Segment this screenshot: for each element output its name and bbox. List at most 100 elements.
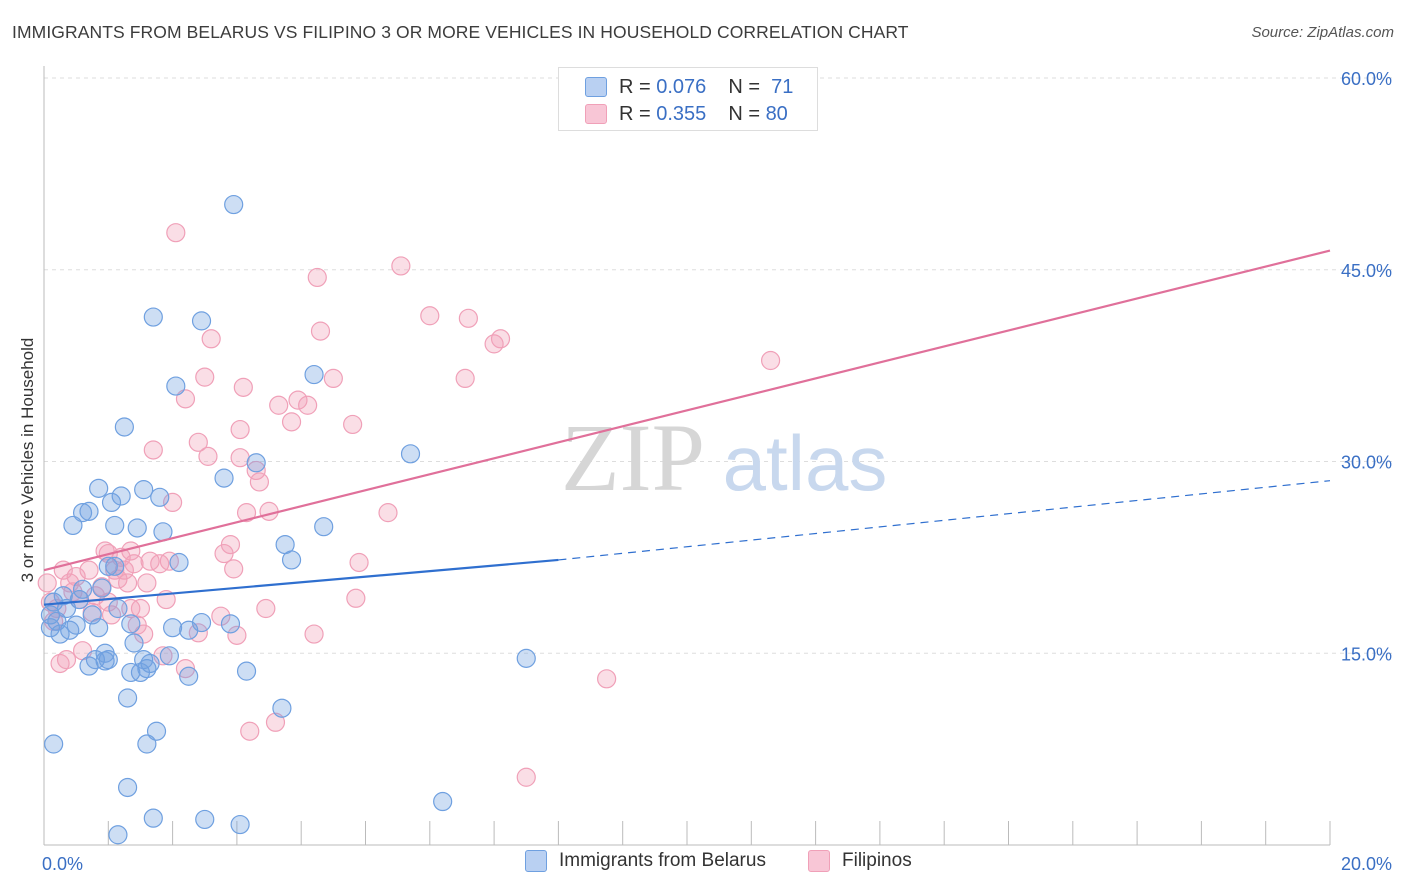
filipinos-point	[137, 573, 157, 593]
legend-swatch-filipinos	[585, 104, 607, 124]
filipinos-point	[343, 414, 363, 435]
x-tick-label: 0.0%	[42, 854, 83, 874]
filipinos-point	[391, 256, 411, 276]
series-swatch-filipinos	[808, 850, 830, 872]
legend-r-label: R =	[619, 75, 651, 98]
filipinos-point	[249, 472, 270, 492]
belarus-point	[60, 620, 80, 640]
watermark-atlas: atlas	[723, 419, 888, 507]
filipinos-point	[201, 329, 221, 349]
filipinos-point	[298, 395, 318, 415]
belarus-point	[214, 468, 234, 488]
filipinos-trend-line	[43, 249, 1331, 572]
belarus-point	[108, 825, 128, 845]
belarus-point	[137, 658, 157, 679]
belarus-point	[72, 579, 93, 599]
belarus-points	[40, 194, 536, 845]
trend-lines	[43, 249, 1331, 606]
filipinos-point	[188, 432, 208, 452]
filipinos-point	[114, 560, 134, 580]
belarus-trend-line-extension	[558, 480, 1331, 561]
belarus-point	[79, 501, 99, 521]
filipinos-point	[79, 560, 99, 580]
filipinos-point	[233, 377, 253, 397]
belarus-point	[220, 614, 241, 634]
y-tick-label: 30.0%	[1341, 453, 1392, 473]
belarus-point	[224, 194, 244, 215]
belarus-point	[117, 777, 138, 798]
legend-r-belarus: 0.076	[656, 75, 707, 98]
legend-n-belarus: 71	[771, 75, 794, 98]
filipinos-point	[516, 767, 536, 787]
filipinos-point	[198, 446, 218, 466]
filipinos-point	[349, 552, 369, 573]
series-swatch-belarus	[525, 850, 547, 872]
filipinos-point	[458, 308, 478, 328]
belarus-point	[281, 550, 302, 570]
filipinos-point	[310, 321, 331, 341]
belarus-point	[66, 615, 86, 635]
belarus-point	[236, 661, 257, 681]
belarus-point	[121, 662, 141, 683]
filipinos-point	[760, 350, 781, 371]
belarus-point	[433, 791, 453, 812]
filipinos-point	[455, 368, 475, 389]
belarus-point	[92, 578, 112, 598]
belarus-point	[140, 653, 160, 674]
filipinos-point	[259, 501, 279, 521]
filipinos-point	[195, 367, 215, 387]
belarus-point	[108, 598, 128, 619]
correlation-legend: R = 0.076 N = 71 R = 0.355 N = 80	[558, 67, 818, 131]
belarus-point	[159, 646, 179, 666]
belarus-point	[150, 487, 170, 507]
series-name-filipinos: Filipinos	[842, 850, 912, 871]
belarus-point	[516, 648, 536, 668]
filipinos-point	[256, 598, 276, 619]
belarus-point	[89, 478, 109, 498]
y-tick-label: 60.0%	[1341, 69, 1392, 89]
y-tick-label: 15.0%	[1341, 644, 1392, 664]
series-legend-filipinos: Filipinos	[808, 850, 912, 872]
source-label: Source: ZipAtlas.com	[1251, 24, 1394, 41]
filipinos-point	[490, 329, 511, 349]
belarus-point	[272, 698, 292, 718]
belarus-point	[137, 734, 157, 754]
filipinos-point	[230, 419, 250, 440]
belarus-point	[163, 618, 183, 638]
belarus-point	[72, 503, 93, 523]
filipinos-point	[484, 334, 504, 354]
belarus-point	[134, 480, 154, 500]
belarus-point	[53, 586, 73, 606]
belarus-point	[117, 688, 138, 708]
belarus-trend-line	[43, 558, 559, 606]
belarus-point	[195, 809, 215, 830]
filipinos-point	[175, 389, 196, 409]
filipinos-point	[143, 440, 163, 460]
watermark-zip: ZIP	[561, 404, 705, 511]
legend-n-label: N =	[728, 102, 760, 125]
legend-r-filipinos: 0.355	[656, 102, 707, 125]
belarus-point	[246, 453, 266, 473]
filipinos-point	[265, 712, 286, 732]
belarus-point	[191, 612, 212, 633]
belarus-point	[191, 311, 212, 331]
watermark: ZIP atlas	[561, 404, 887, 511]
belarus-point	[400, 444, 421, 464]
legend-n-filipinos: 80	[765, 102, 788, 125]
filipinos-point	[288, 390, 308, 410]
filipinos-point	[220, 534, 241, 555]
filipinos-point	[246, 460, 266, 481]
tick-labels: 15.0% 30.0% 45.0% 60.0% 0.0% 20.0%	[42, 69, 1392, 874]
filipinos-point	[175, 658, 196, 679]
filipinos-point	[304, 624, 324, 644]
y-tick-label: 45.0%	[1341, 261, 1392, 281]
belarus-point	[304, 364, 324, 385]
belarus-point	[69, 589, 89, 610]
legend-r-label: R =	[619, 102, 651, 125]
belarus-point	[50, 624, 70, 644]
filipinos-point	[346, 588, 366, 608]
belarus-point	[105, 515, 125, 536]
filipinos-point	[227, 625, 247, 645]
legend-row-filipinos: R = 0.355 N = 80	[585, 102, 788, 126]
